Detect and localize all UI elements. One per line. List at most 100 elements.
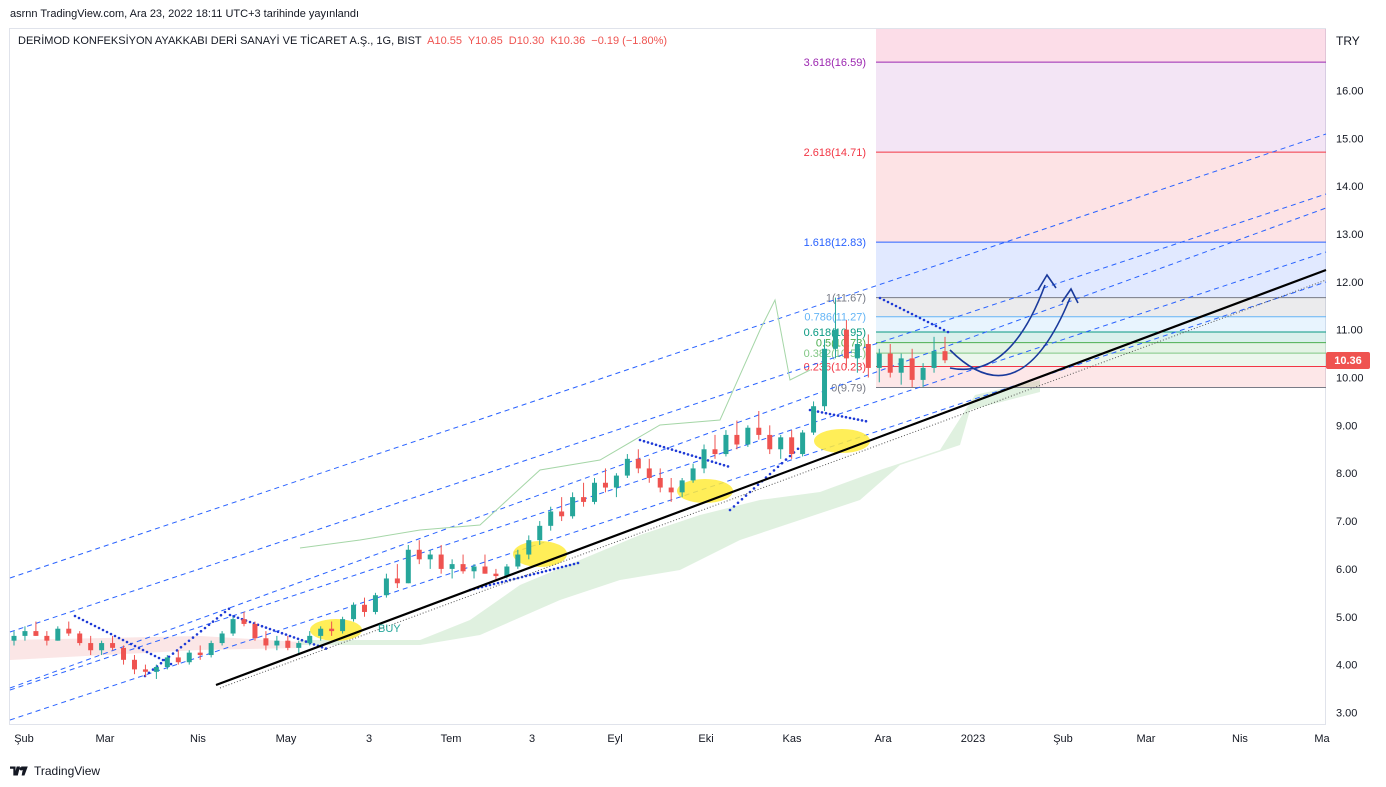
price-tick-label: 11.00 (1336, 325, 1363, 337)
psar-dot (706, 459, 710, 462)
psar-dot (728, 508, 732, 512)
candle-body (252, 623, 258, 639)
psar-dot (856, 418, 860, 421)
fib-level-label: 1(11.67) (826, 293, 866, 305)
time-tick-label: Şub (1053, 733, 1073, 745)
psar-dot (540, 570, 544, 574)
chart-pane[interactable] (9, 28, 1326, 725)
fib-level-label: 1.618(12.83) (804, 237, 866, 249)
candle-body (110, 643, 116, 648)
psar-dot (105, 630, 109, 634)
psar-dot (191, 636, 195, 639)
candle-body (778, 437, 784, 450)
psar-dot (141, 648, 145, 652)
psar-dot (942, 328, 946, 332)
psar-dot (670, 448, 674, 451)
psar-dot (564, 564, 568, 568)
psar-dot (878, 296, 882, 300)
currency-label: TRY (1336, 34, 1360, 48)
psar-dot (81, 618, 85, 622)
candle-body (624, 458, 630, 476)
psar-dot (848, 416, 852, 420)
psar-dot (946, 330, 950, 334)
psar-dot (882, 298, 886, 302)
candle-body (263, 638, 269, 646)
legend-open: A10.55 (427, 35, 462, 47)
candle-body (854, 344, 860, 359)
psar-dot (137, 646, 141, 650)
candle-body (22, 631, 28, 636)
psar-dot (934, 324, 938, 328)
price-tick-label: 16.00 (1336, 85, 1364, 97)
psar-dot (572, 562, 576, 566)
candle-body (471, 566, 477, 572)
candle-body (131, 659, 137, 670)
psar-dot (179, 645, 183, 649)
top-bar: asrnn TradingView.com, Ara 23, 2022 18:1… (0, 0, 1386, 28)
psar-dot (97, 626, 101, 630)
legend-change: −0.19 (−1.80%) (591, 35, 668, 47)
ichimoku-cloud (300, 380, 1040, 645)
candle-body (153, 666, 159, 672)
psar-dot (740, 497, 744, 501)
arrowhead-2 (1061, 287, 1079, 304)
psar-dot (175, 649, 179, 652)
psar-dot (926, 320, 930, 324)
footer-brand-label: TradingView (34, 764, 101, 778)
psar-dot (930, 322, 934, 326)
psar-dot (722, 463, 726, 467)
candle-body (832, 329, 838, 349)
psar-dot (922, 318, 926, 322)
candle-body (559, 511, 565, 517)
psar-dot (149, 652, 153, 656)
psar-dot (820, 411, 824, 414)
fib-band (876, 62, 1326, 153)
last-price-badge: 10.36 (1326, 352, 1370, 369)
candle-body (340, 619, 346, 632)
psar-dot (85, 620, 89, 624)
highlight-ellipse (310, 619, 362, 641)
legend-high: Y10.85 (467, 35, 503, 47)
time-tick-label: Şub (14, 733, 34, 745)
candle-body (142, 669, 148, 672)
psar-dot (694, 455, 698, 459)
psar-dot (808, 408, 812, 412)
candle-body (427, 554, 433, 560)
symbol-name: DERİMOD KONFEKSİYON AYAKKABI DERİ SANAYİ… (18, 35, 422, 47)
channel-line (9, 193, 1327, 633)
candle-body (33, 631, 39, 636)
psar-dot (89, 622, 93, 626)
fib-band (876, 316, 1326, 333)
candle-body (800, 432, 806, 455)
candle-body (646, 468, 652, 478)
psar-dot (560, 565, 564, 569)
psar-dot (784, 458, 788, 461)
psar-dot (568, 563, 572, 567)
psar-dot (268, 627, 272, 631)
psar-dot (324, 647, 328, 650)
psar-dot (744, 494, 748, 497)
footer-brand[interactable]: TradingView (10, 762, 100, 780)
psar-dot (524, 574, 528, 578)
psar-dot (528, 573, 532, 577)
psar-dot (690, 454, 694, 457)
psar-dot (133, 644, 137, 648)
psar-dot (682, 451, 686, 455)
candle-body (383, 578, 389, 596)
psar-dot (544, 569, 548, 573)
time-tick-label: May (276, 733, 297, 745)
candle-body (175, 657, 181, 663)
price-tick-label: 9.00 (1336, 420, 1357, 432)
fib-level-label: 0.382(10.51) (804, 348, 866, 360)
psar-dot (93, 624, 97, 628)
price-tick-label: 3.00 (1336, 707, 1357, 719)
legend-close: K10.36 (550, 35, 586, 47)
psar-dot (312, 643, 316, 646)
psar-dot (890, 302, 894, 306)
psar-dot (776, 465, 780, 469)
psar-dot (686, 453, 690, 456)
legend-low: D10.30 (508, 35, 545, 47)
fib-level-label: 2.618(14.71) (804, 147, 866, 159)
tradingview-logo-icon (10, 766, 28, 776)
